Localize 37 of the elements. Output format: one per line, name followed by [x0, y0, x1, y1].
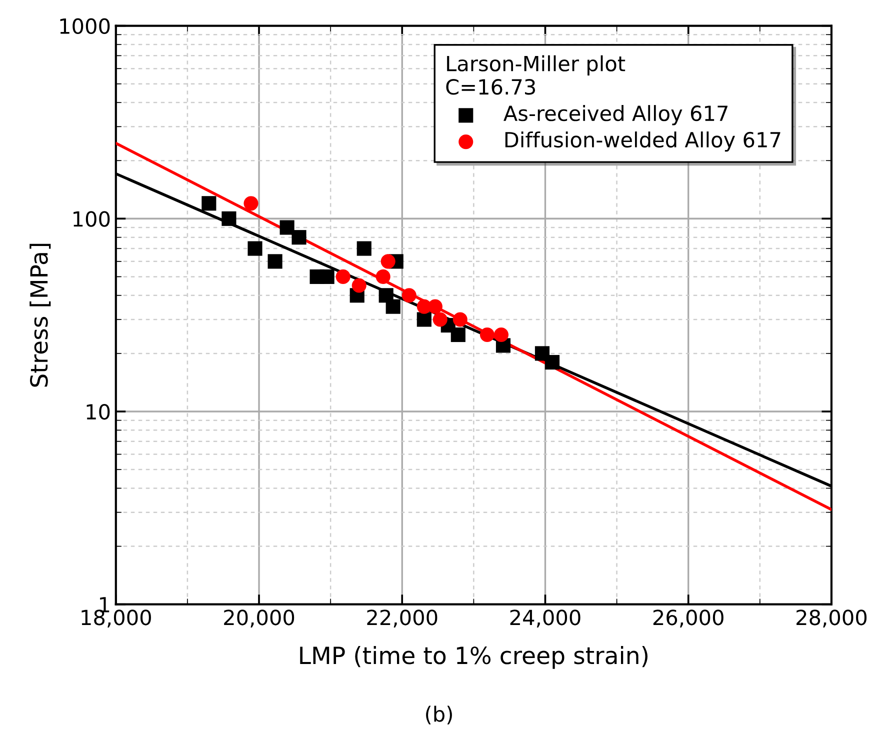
- point: [452, 312, 468, 327]
- y-axis-title: Stress [MPa]: [30, 244, 51, 387]
- point: [380, 254, 396, 269]
- x-axis-title: LMP (time to 1% creep strain): [300, 646, 648, 669]
- legend-title: Larson-Miller plot C=16.73: [446, 55, 626, 95]
- x-tick-label: 28,000: [796, 610, 867, 628]
- point: [244, 196, 258, 211]
- point: [402, 288, 416, 303]
- point: [320, 269, 334, 284]
- point: [494, 327, 509, 342]
- point: [352, 278, 366, 293]
- point: [336, 269, 350, 284]
- point: [386, 299, 400, 314]
- legend-label: Diffusion-welded Alloy 617: [505, 131, 780, 152]
- point: [202, 196, 216, 211]
- point: [450, 327, 466, 342]
- x-tick-label: 26,000: [653, 610, 724, 628]
- legend-label: As-received Alloy 617: [504, 105, 728, 126]
- point: [480, 327, 494, 342]
- x-tick-label: 22,000: [367, 610, 438, 628]
- point: [280, 220, 294, 235]
- point: [292, 230, 306, 245]
- point: [432, 312, 448, 327]
- point: [356, 241, 372, 256]
- point: [222, 211, 236, 226]
- y-tick-label: 1000: [60, 18, 110, 34]
- y-tick-label: 100: [74, 211, 110, 227]
- point: [376, 269, 390, 284]
- point: [248, 241, 262, 256]
- x-tick-label: 24,000: [510, 610, 580, 628]
- point: [268, 254, 282, 269]
- point: [428, 299, 442, 314]
- x-tick-label: 20,000: [224, 610, 294, 628]
- point: [416, 312, 432, 327]
- y-tick-label: 10: [86, 404, 110, 420]
- text: (b): [426, 706, 452, 724]
- point: [544, 354, 560, 370]
